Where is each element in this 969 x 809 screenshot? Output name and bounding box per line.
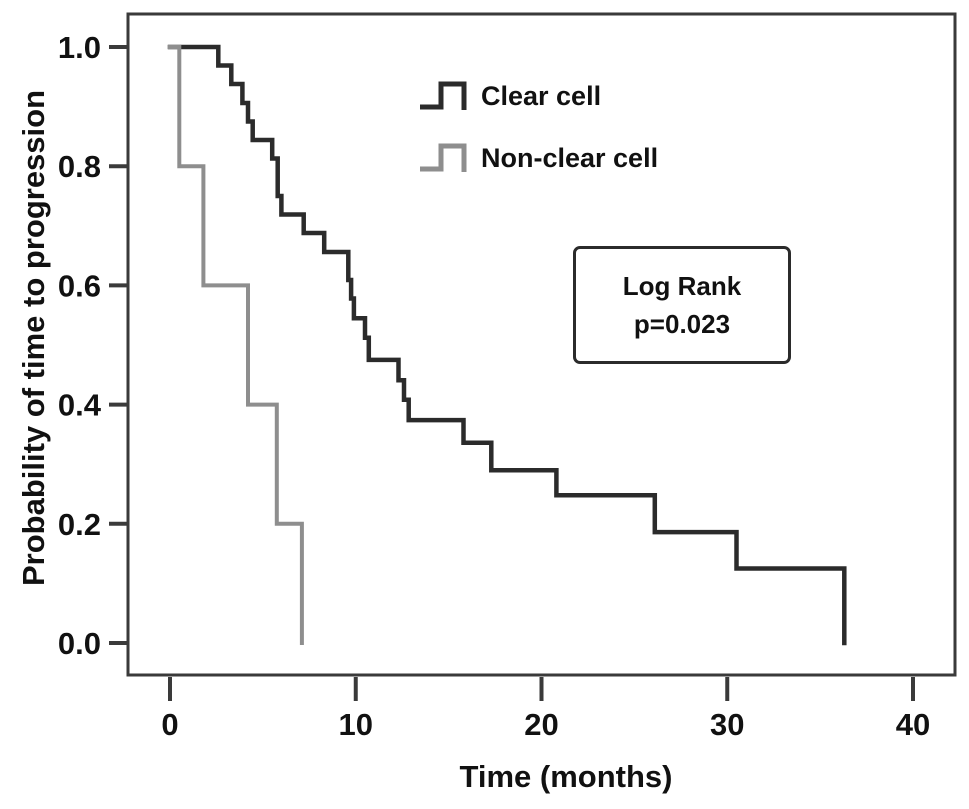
clear-cell-curve [167, 44, 847, 646]
x-axis-title: Time (months) [459, 759, 673, 794]
plot-frame [126, 12, 957, 677]
y-tick-label: 0.6 [58, 268, 101, 303]
non-clear-cell-step-icon [420, 143, 467, 172]
y-tick-label: 0.2 [58, 507, 101, 542]
log-rank-title: Log Rank [622, 270, 742, 301]
legend-entry-clear-cell: Clear cell [418, 78, 601, 114]
log-rank-p-value: p=0.023 [633, 308, 731, 339]
legend-label-non-clear-cell: Non-clear cell [481, 142, 659, 173]
non-clear-cell-curve [168, 45, 304, 645]
y-tick-label: 0.8 [58, 149, 101, 184]
x-tick-label: 40 [896, 707, 930, 742]
y-tick-label: 0.4 [58, 388, 102, 423]
x-tick-label: 30 [710, 707, 744, 742]
y-axis-title: Probability of time to progression [16, 89, 51, 587]
y-tick-label: 0.0 [58, 626, 101, 661]
legend-entry-non-clear-cell: Non-clear cell [418, 140, 658, 176]
y-tick-label: 1.0 [58, 30, 101, 65]
legend-label-clear-cell: Clear cell [481, 80, 602, 111]
x-tick-label: 10 [339, 707, 373, 742]
clear-cell-step-icon [420, 81, 467, 110]
x-tick-label: 20 [524, 707, 558, 742]
log-rank-annotation-box: Log Rank p=0.023 [573, 246, 791, 364]
x-tick-label: 0 [161, 707, 178, 742]
